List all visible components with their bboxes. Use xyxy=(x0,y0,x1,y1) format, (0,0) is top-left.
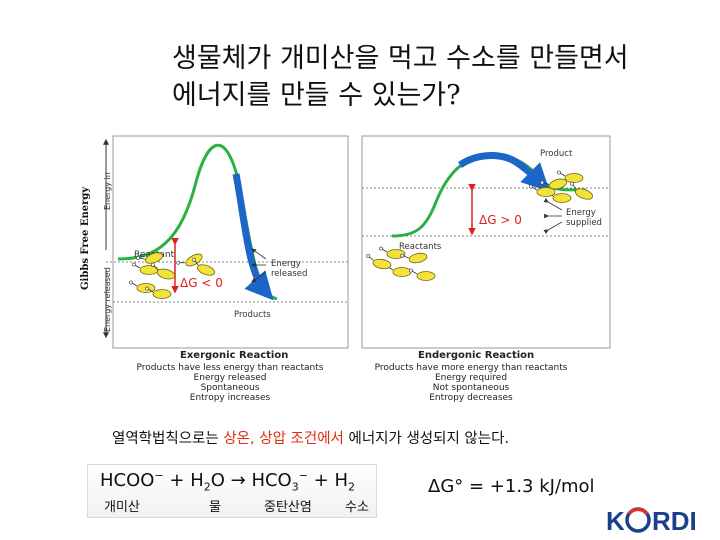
slide-title: 생물체가 개미산을 먹고 수소를 만들면서 에너지를 만들 수 있는가? xyxy=(172,40,712,114)
water-subscript: 2 xyxy=(203,480,211,494)
formate-text: HCOO xyxy=(100,470,155,491)
exergonic-panel: Energy in Energy released Reactant ΔG < … xyxy=(96,132,356,410)
endergonic-blue-arrow xyxy=(458,152,550,192)
exergonic-products-label: Products xyxy=(234,310,271,320)
endergonic-product-label: Product xyxy=(540,149,573,159)
title-line-1: 생물체가 개미산을 먹고 수소를 만들면서 xyxy=(172,43,629,74)
exergonic-desc-2: Energy released xyxy=(194,373,267,383)
delta-g-value: ΔG° = +1.3 kJ/mol xyxy=(428,476,595,497)
energy-released-label-1: Energy xyxy=(271,259,301,269)
svg-text:K: K xyxy=(606,506,625,536)
exergonic-title: Exergonic Reaction xyxy=(180,350,288,361)
energy-released-label-2: released xyxy=(271,269,307,279)
formic-acid-label: 개미산 xyxy=(104,500,140,515)
energy-diagram: Energy in Energy released Reactant ΔG < … xyxy=(96,132,636,410)
endergonic-desc-1: Products have more energy than reactants xyxy=(375,363,568,373)
reaction-arrow-icon: → xyxy=(230,470,246,491)
caption-highlight: 상온, 상압 조건에서 xyxy=(223,431,344,447)
delta-g-negative-label: ΔG < 0 xyxy=(180,276,223,290)
exergonic-desc-1: Products have less energy than reactants xyxy=(137,363,324,373)
endergonic-title: Endergonic Reaction xyxy=(418,350,534,361)
endergonic-reactants-label: Reactants xyxy=(399,242,442,252)
water-label: 물 xyxy=(209,500,221,515)
title-line-2: 에너지를 만들 수 있는가? xyxy=(172,80,461,111)
endergonic-panel: Product ΔG > 0 Energy supplied Reactants… xyxy=(358,132,636,410)
caption-suffix: 에너지가 생성되지 않는다. xyxy=(343,431,510,447)
plus-hydrogen: + H xyxy=(307,470,348,491)
bicarbonate-text: HCO xyxy=(245,470,292,491)
plus-water: + H xyxy=(163,470,204,491)
endergonic-desc-2: Energy required xyxy=(435,373,507,383)
endergonic-desc-4: Entropy decreases xyxy=(429,393,513,403)
hydrogen-subscript: 2 xyxy=(348,480,355,494)
exergonic-axis-top-label: Energy in xyxy=(103,172,112,210)
exergonic-desc-3: Spontaneous xyxy=(201,383,260,393)
exergonic-blue-arrow xyxy=(232,173,274,301)
kordi-logo-emblem-icon xyxy=(625,507,651,533)
reaction-equation: HCOO− + H2O → HCO3− + H2 xyxy=(100,469,355,494)
hydrogen-label: 수소 xyxy=(345,500,369,515)
equation-box xyxy=(87,464,377,518)
gibbs-free-energy-label: Gibbs Free Energy xyxy=(80,186,91,290)
caption: 열역학법칙으로는 상온, 상압 조건에서 에너지가 생성되지 않는다. xyxy=(112,427,509,448)
water-oxygen: O xyxy=(210,470,231,491)
svg-text:RDI: RDI xyxy=(652,506,697,536)
exergonic-axis-bottom-label: Energy released xyxy=(103,267,112,332)
energy-supplied-label-1: Energy xyxy=(566,208,596,218)
exergonic-desc-4: Entropy increases xyxy=(190,393,271,403)
endergonic-desc-3: Not spontaneous xyxy=(433,383,510,393)
delta-g-positive-label: ΔG > 0 xyxy=(479,213,522,227)
bicarbonate-label: 중탄산염 xyxy=(264,500,312,515)
formate-charge: − xyxy=(154,469,164,482)
bicarbonate-charge: − xyxy=(298,469,308,482)
caption-prefix: 열역학법칙으로는 xyxy=(112,431,224,447)
energy-supplied-label-2: supplied xyxy=(566,218,602,228)
kordi-logo: K RDI xyxy=(606,506,697,536)
bicarbonate-subscript: 3 xyxy=(291,480,299,494)
